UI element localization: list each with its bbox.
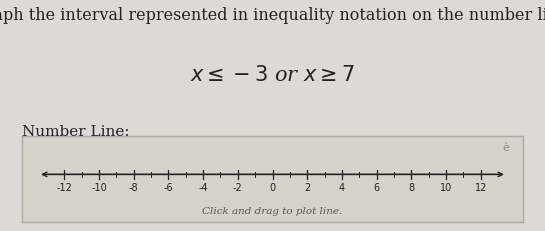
Text: 8: 8 xyxy=(408,183,414,193)
Text: 6: 6 xyxy=(373,183,380,193)
Text: -12: -12 xyxy=(56,183,72,193)
Text: Number Line:: Number Line: xyxy=(22,125,129,139)
Text: Graph the interval represented in inequality notation on the number line.: Graph the interval represented in inequa… xyxy=(0,7,545,24)
Text: $x \leq -3$ or $x \geq 7$: $x \leq -3$ or $x \geq 7$ xyxy=(190,65,355,85)
Text: 10: 10 xyxy=(440,183,452,193)
Text: è: è xyxy=(502,143,510,153)
Text: Click and drag to plot line.: Click and drag to plot line. xyxy=(202,207,343,216)
Text: 4: 4 xyxy=(339,183,345,193)
Text: -6: -6 xyxy=(164,183,173,193)
Text: 0: 0 xyxy=(269,183,276,193)
Text: -4: -4 xyxy=(198,183,208,193)
Text: -8: -8 xyxy=(129,183,138,193)
Text: -2: -2 xyxy=(233,183,243,193)
Text: 12: 12 xyxy=(475,183,487,193)
Text: 2: 2 xyxy=(304,183,310,193)
Text: -10: -10 xyxy=(91,183,107,193)
